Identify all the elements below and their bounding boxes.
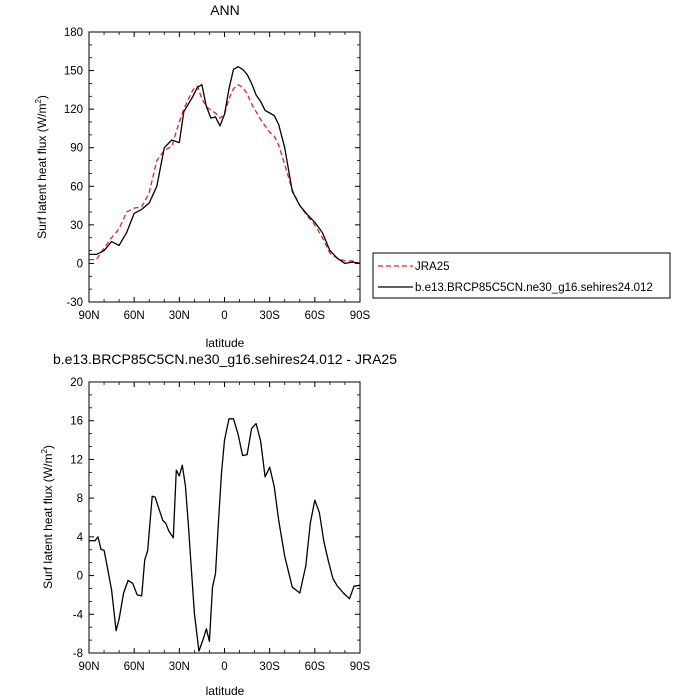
panel-ann-x-tick-labels: 90N 60N 30N 0 30S 60S 90S	[78, 310, 370, 322]
panel-diff-y-axis-label-sup: 2	[40, 449, 49, 454]
panel-diff-y-tick-label: 16	[70, 416, 83, 428]
panel-diff-series-line-difference	[89, 418, 361, 652]
panel-diff-frame	[88, 381, 361, 654]
panel-diff-y-tick-label: 12	[70, 454, 83, 466]
panel-diff-title: b.e13.BRCP85C5CN.ne30_g16.sehires24.012 …	[53, 351, 397, 367]
panel-ann-x-tick-label: 90N	[78, 310, 99, 322]
panel-ann-series-line-b-e13-brcp85c5cn-ne30-g16-sehires24-012	[89, 66, 361, 265]
panel-diff: b.e13.BRCP85C5CN.ne30_g16.sehires24.012 …	[40, 351, 397, 698]
panel-diff-x-tick-label: 0	[221, 661, 227, 673]
panel-ann: ANN -30 0 30 60 90 120 150 180 90N 60N 30N 0 30S 60S…	[34, 2, 671, 350]
panel-ann-x-axis-label: latitude	[206, 336, 245, 350]
panel-diff-y-axis-label-main: Surf latent heat flux (W/m	[41, 454, 55, 589]
legend-jra25-label: JRA25	[415, 261, 450, 273]
panel-diff-y-tick-label: -8	[73, 648, 83, 660]
panel-diff-y-axis-label: Surf latent heat flux (W/m2)	[40, 445, 55, 589]
panel-diff-series	[89, 418, 361, 652]
panel-diff-y-tick-label: 20	[70, 377, 83, 389]
panel-diff-y-tick-label: 8	[77, 493, 83, 505]
panel-ann-frame	[88, 31, 361, 303]
panel-diff-x-tick-label: 90S	[350, 661, 371, 673]
panel-ann-title: ANN	[210, 2, 240, 18]
legend-model-label: b.e13.BRCP85C5CN.ne30_g16.sehires24.012	[415, 282, 653, 294]
panel-ann-series	[89, 66, 361, 265]
panel-ann-y-tick-label: 120	[64, 104, 83, 116]
panel-diff-ticks	[88, 381, 361, 654]
panel-ann-x-tick-label: 30N	[169, 310, 190, 322]
legend-box	[372, 252, 671, 299]
panel-ann-y-tick-label: 180	[64, 27, 83, 39]
panel-ann-y-tick-labels: -30 0 30 60 90 120 150 180	[64, 27, 83, 309]
panel-ann-x-tick-label: 90S	[350, 310, 371, 322]
panel-ann-y-tick-label: 30	[70, 220, 83, 232]
panel-ann-y-tick-label: 90	[70, 143, 83, 155]
panel-diff-x-tick-label: 60N	[124, 661, 145, 673]
panel-diff-y-tick-label: 0	[77, 571, 83, 583]
panel-ann-y-axis-label-sup: 2	[34, 99, 43, 104]
panel-diff-y-tick-label: 4	[77, 532, 84, 544]
legend: JRA25 b.e13.BRCP85C5CN.ne30_g16.sehires2…	[372, 252, 671, 299]
panel-ann-x-tick-label: 60S	[305, 310, 326, 322]
panel-diff-y-tick-label: -4	[73, 609, 84, 621]
panel-diff-x-tick-label: 30N	[169, 661, 190, 673]
panel-diff-x-tick-label: 90N	[78, 661, 99, 673]
panel-ann-x-tick-label: 30S	[259, 310, 280, 322]
panel-ann-y-tick-label: 60	[70, 181, 83, 193]
panel-ann-y-axis-label-main: Surf latent heat flux (W/m	[35, 104, 49, 239]
panel-diff-x-tick-label: 30S	[259, 661, 280, 673]
panel-ann-y-tick-label: -30	[66, 297, 83, 309]
panel-diff-x-tick-labels: 90N 60N 30N 0 30S 60S 90S	[78, 661, 370, 673]
panel-ann-y-tick-label: 150	[64, 66, 83, 78]
panel-ann-y-tick-label: 0	[77, 258, 83, 270]
panel-ann-x-tick-label: 0	[221, 310, 227, 322]
panel-diff-x-axis-label: latitude	[206, 684, 245, 698]
panel-ann-ticks	[88, 31, 361, 303]
panel-ann-y-axis-label: Surf latent heat flux (W/m2)	[34, 95, 49, 239]
panel-diff-y-tick-labels: -8 -4 0 4 8 12 16 20	[70, 377, 83, 660]
panel-diff-x-tick-label: 60S	[305, 661, 326, 673]
panel-ann-y-axis-label-tail: )	[35, 95, 49, 99]
panel-ann-x-tick-label: 60N	[124, 310, 145, 322]
panel-diff-y-axis-label-tail: )	[41, 445, 55, 449]
